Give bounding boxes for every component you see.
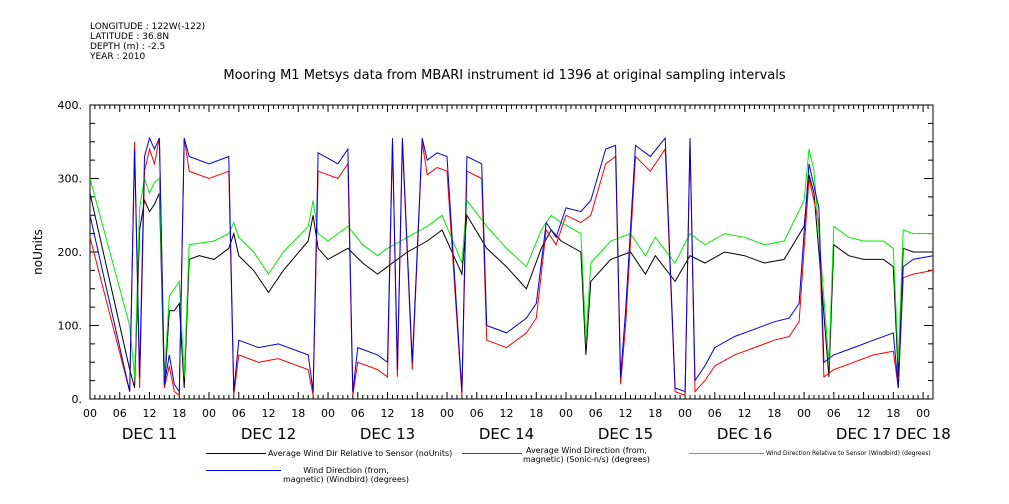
x-day-label: DEC 12 [241, 425, 296, 443]
y-tick-label: 100. [58, 320, 83, 333]
x-hour-tick-label: 12 [857, 407, 871, 420]
x-hour-tick-label: 12 [381, 407, 395, 420]
legend-swatch-red [462, 453, 522, 454]
series-line-2 [90, 148, 933, 377]
y-tick-label: 0. [72, 393, 83, 406]
x-hour-tick-label: 00 [321, 407, 335, 420]
x-hour-tick-label: 00 [678, 407, 692, 420]
legend-label-wind-direction-windbird: Wind Direction (from, magnetic) (Windbir… [283, 466, 409, 484]
x-hour-tick-label: 00 [83, 407, 97, 420]
x-hour-tick-label: 06 [351, 407, 365, 420]
legend-text: magnetic) (Windbird) (degrees) [283, 475, 410, 484]
x-day-label: DEC 11 [122, 425, 177, 443]
x-hour-tick-label: 00 [202, 407, 216, 420]
x-day-label: DEC 15 [598, 425, 653, 443]
legend-label-wind-dir-relative-windbird: Wind Direction Relative to Sensor (Windb… [766, 449, 931, 458]
legend-text: Average Wind Direction (from, [525, 446, 647, 455]
x-hour-tick-label: 12 [262, 407, 276, 420]
year-text: YEAR : 2010 [90, 52, 146, 62]
x-hour-tick-label: 18 [172, 407, 186, 420]
x-day-label: DEC 16 [717, 425, 772, 443]
series-group [90, 136, 933, 397]
x-hour-tick-label: 12 [738, 407, 752, 420]
x-hour-tick-label: 18 [886, 407, 900, 420]
y-axis-label: noUnits [31, 229, 45, 275]
x-hour-tick-label: 06 [589, 407, 603, 420]
y-tick-label: 300. [58, 173, 83, 186]
series-line-1 [90, 138, 933, 397]
plot-frame [89, 104, 934, 400]
legend-text: Wind Direction Relative to Sensor (Windb… [766, 450, 931, 457]
x-hour-tick-label: 12 [500, 407, 514, 420]
x-hour-tick-label: 18 [410, 407, 424, 420]
y-tick-label: 200. [58, 246, 83, 259]
legend-swatch-green [689, 453, 764, 454]
x-day-label: DEC 13 [360, 425, 415, 443]
legend-label-avg-wind-direction-sonic: Average Wind Direction (from, magnetic) … [523, 446, 650, 464]
latitude-text: LATITUDE : 36.8N [90, 32, 170, 42]
series-line-3 [90, 136, 933, 394]
chart-title: Mooring M1 Metsys data from MBARI instru… [223, 68, 786, 83]
x-hour-tick-label: 18 [291, 407, 305, 420]
x-hour-tick-label: 18 [767, 407, 781, 420]
x-hour-tick-label: 06 [708, 407, 722, 420]
x-hour-tick-label: 12 [143, 407, 157, 420]
y-tick-label: 400. [58, 99, 83, 112]
x-hour-tick-label: 12 [619, 407, 633, 420]
metadata-block: LONGITUDE : 122W(-122) LATITUDE : 36.8N … [90, 22, 205, 62]
x-hour-tick-label: 00 [440, 407, 454, 420]
legend-label-avg-wind-dir-relative: Average Wind Dir Relative to Sensor (noU… [268, 449, 452, 458]
x-hour-tick-label: 00 [797, 407, 811, 420]
x-hour-tick-label: 06 [232, 407, 246, 420]
x-day-label: DEC 17 [836, 425, 891, 443]
longitude-text: LONGITUDE : 122W(-122) [90, 22, 206, 32]
x-hour-tick-label: 18 [648, 407, 662, 420]
depth-text: DEPTH (m) : -2.5 [90, 42, 166, 52]
x-hour-tick-label: 06 [470, 407, 484, 420]
x-hour-tick-label: 06 [827, 407, 841, 420]
x-hour-tick-label: 00 [916, 407, 930, 420]
legend-swatch-black [206, 453, 266, 454]
x-hour-tick-label: 18 [529, 407, 543, 420]
legend-text: Average Wind Dir Relative to Sensor (noU… [268, 449, 453, 458]
x-hour-tick-label: 00 [559, 407, 573, 420]
legend-text: Wind Direction (from, [303, 466, 389, 475]
x-day-label: DEC 18 [895, 425, 950, 443]
x-hour-tick-label: 06 [113, 407, 127, 420]
legend-swatch-blue [206, 470, 281, 471]
legend-text: magnetic) (Sonic-n/s) (degrees) [523, 455, 650, 464]
x-day-label: DEC 14 [479, 425, 534, 443]
